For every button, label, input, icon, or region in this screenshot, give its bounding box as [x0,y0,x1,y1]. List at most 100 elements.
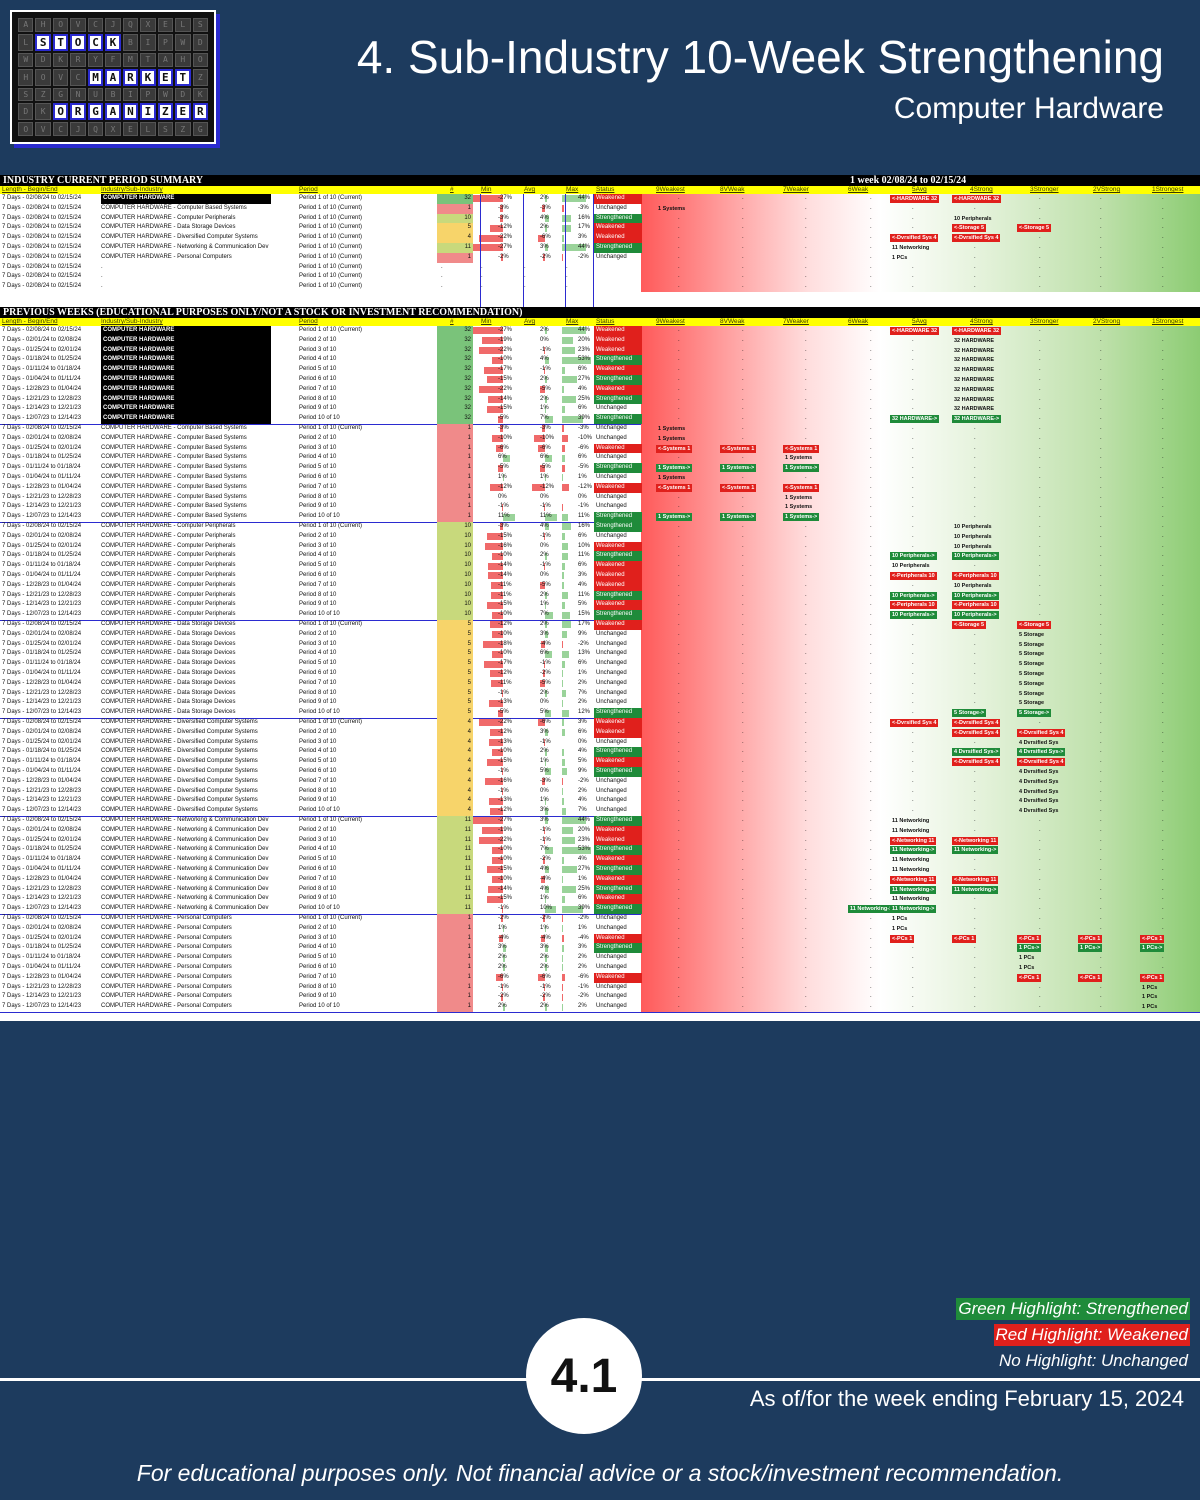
strength-marker: 11 Networking-> [890,846,937,855]
empty-dot: . [742,797,744,804]
length-cell: 7 Days - 12/14/23 to 12/21/23 [2,797,82,804]
period-cell: Period 10 of 10 [299,807,340,814]
period-cell: Period 4 of 10 [299,356,337,363]
strength-marker: <-Storage 5 [1017,621,1052,629]
empty-dot: . [870,660,872,667]
empty-dot: . [742,327,744,333]
empty-dot: . [1100,758,1102,765]
empty-dot: . [974,434,976,441]
empty-dot: . [1162,719,1164,725]
length-cell: 7 Days - 02/08/24 to 02/15/24 [2,253,82,260]
empty-dot: . [678,542,680,549]
weak-zone-shade [641,502,881,513]
avg-bar [545,405,547,413]
min-cell: -27% [498,817,513,823]
avg-bar [543,983,545,991]
max-bar [562,454,566,462]
empty-dot: . [912,513,914,520]
avg-cell: 2% [540,621,549,627]
weak-zone-shade [641,213,881,224]
industry-cell: COMPUTER HARDWARE [101,404,271,415]
strong-zone-shade [880,282,1200,292]
empty-dot: . [912,660,914,667]
period-cell: Period 1 of 10 (Current) [299,204,363,211]
industry-cell: COMPUTER HARDWARE - Computer Peripherals [101,542,236,549]
period-cell: Period 6 of 10 [299,866,337,872]
min-cell: -1% [498,768,509,774]
empty-dot: . [912,493,914,500]
empty-dot: . [742,214,744,221]
strength-marker: 4 Dvrsified Sys [1019,798,1059,805]
empty-dot: . [678,719,680,725]
min-cell: -15% [498,405,513,412]
empty-dot: . [974,464,976,471]
strength-marker: 1 PCs [1142,984,1158,991]
table-row: 7 Days - 12/14/23 to 12/21/23 COMPUTER HA… [0,894,1200,905]
min-bar [487,572,503,580]
empty-dot: . [678,263,680,270]
min-bar [492,356,503,364]
empty-dot: . [870,425,872,431]
empty-dot: . [974,689,976,696]
avg-cell: -2% [540,253,551,260]
min-bar [482,337,503,345]
status-badge: Unchanged [596,699,627,706]
min-bar [486,405,503,413]
strength-marker: <-HARDWARE 32 [952,327,1002,335]
strong-zone-shade [880,355,1200,366]
strength-marker: 5 Storage-> [952,709,987,718]
empty-dot: . [974,973,976,980]
empty-dot: . [481,273,483,280]
empty-dot: . [870,797,872,804]
empty-dot: . [678,826,680,833]
min-bar [501,768,503,776]
empty-dot: . [805,689,807,696]
min-bar [501,905,503,913]
empty-dot: . [678,670,680,676]
empty-dot: . [805,924,807,931]
empty-dot: . [870,273,872,280]
table-row: 7 Days - 01/11/24 to 01/18/24 COMPUTER HA… [0,561,1200,571]
weak-zone-shade [641,894,881,905]
empty-dot: . [1039,542,1041,549]
table-row: 7 Days - 02/08/24 to 02/15/24 COMPUTER HA… [0,213,1200,224]
count-cell: 4 [437,233,473,243]
industry-cell: COMPUTER HARDWARE [101,335,271,346]
logo-filler-letter: B [105,87,121,102]
empty-dot: . [1100,817,1102,823]
avg-bar [545,356,550,364]
period-cell: Period 3 of 10 [299,934,337,941]
max-cell: 5% [578,758,587,765]
empty-dot: . [742,611,744,618]
length-cell: 7 Days - 01/25/24 to 02/01/24 [2,542,82,549]
industry-cell: COMPUTER HARDWARE - Networking & Communi… [101,856,269,863]
avg-cell: 5% [540,709,549,716]
industry-cell: COMPUTER HARDWARE - Networking & Communi… [101,244,269,250]
avg-cell: 2% [540,748,549,755]
empty-dot: . [678,346,680,353]
empty-dot: . [974,650,976,657]
industry-cell: COMPUTER HARDWARE - Networking & Communi… [101,846,269,853]
empty-dot: . [1039,405,1041,412]
weak-zone-shade [641,688,881,699]
period-cell: Period 4 of 10 [299,846,337,853]
empty-dot: . [742,552,744,559]
empty-dot: . [912,581,914,588]
period-cell: Period 5 of 10 [299,562,337,569]
max-bar [562,474,563,482]
avg-bar [545,327,548,335]
weak-zone-shade [641,943,881,954]
min-bar [473,327,503,335]
empty-dot: . [1100,787,1102,794]
empty-dot: . [742,273,744,280]
current-section-header: INDUSTRY CURRENT PERIOD SUMMARY 1 week 0… [0,175,1200,186]
status-badge: Unchanged [596,630,627,637]
industry-cell: COMPUTER HARDWARE - Computer Based Syste… [101,444,247,451]
industry-cell: COMPUTER HARDWARE - Personal Computers [101,954,232,961]
max-bar [562,244,587,252]
status-badge: Weakened [594,874,642,885]
empty-dot: . [870,503,872,510]
avg-cell: -4% [540,934,551,941]
empty-dot: . [1100,915,1102,921]
avg-cell: -6% [540,234,551,241]
